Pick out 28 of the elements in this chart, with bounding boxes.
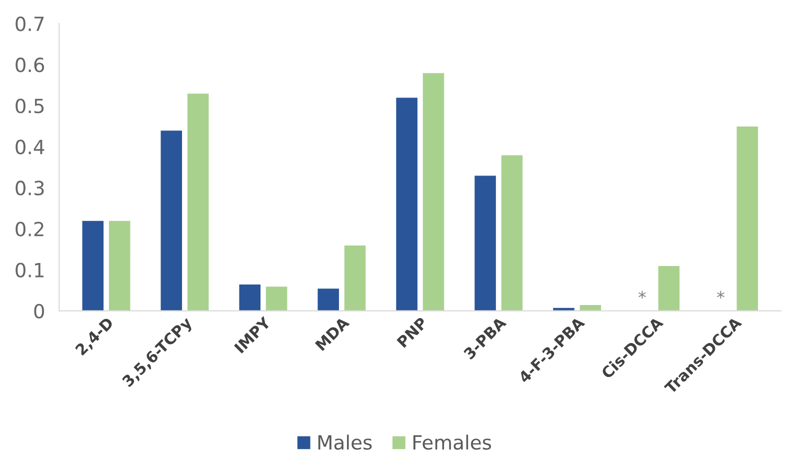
bar <box>736 126 759 311</box>
bar <box>344 244 366 311</box>
y-tick-label: 0.5 <box>16 98 44 114</box>
bar <box>108 220 131 311</box>
y-tick-label: 0 <box>34 304 44 319</box>
bar <box>579 304 602 311</box>
bar <box>186 92 210 311</box>
bar <box>395 97 418 311</box>
y-tick-label: 0.3 <box>16 180 44 196</box>
bar <box>552 307 576 311</box>
y-tick-label: 0.2 <box>16 222 44 236</box>
y-tick-label: 0.4 <box>16 140 44 154</box>
bar <box>82 220 104 311</box>
annotation: * <box>717 290 724 299</box>
y-tick-label: 0.1 <box>16 262 44 278</box>
bar <box>500 154 524 311</box>
bar <box>316 288 340 311</box>
bar <box>422 72 445 311</box>
bar <box>474 175 497 311</box>
bar <box>160 130 183 311</box>
bar <box>658 265 680 311</box>
annotation: * <box>638 290 646 299</box>
y-tick-label: 0.7 <box>16 16 44 32</box>
legend-label: Males <box>318 434 372 450</box>
y-tick-label: 0.6 <box>16 58 44 72</box>
bar <box>265 286 288 311</box>
legend-label: Females <box>413 434 492 450</box>
bar <box>238 284 262 311</box>
